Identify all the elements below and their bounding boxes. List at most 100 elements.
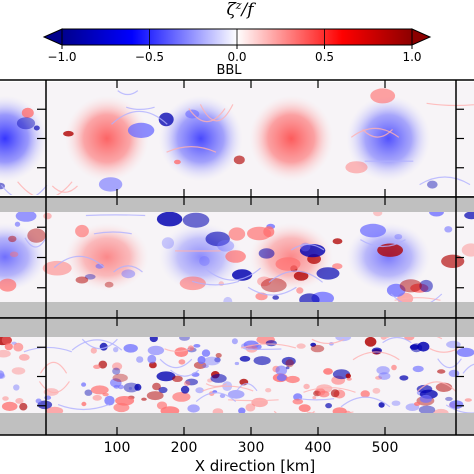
negative-vorticity-eddy [158, 95, 243, 182]
vorticity-filament [265, 388, 272, 393]
streak [445, 404, 474, 413]
vorticity-filament [391, 364, 397, 371]
negative-vorticity-eddy [346, 222, 431, 292]
vorticity-filament [238, 407, 246, 413]
vorticity-filament [281, 356, 296, 366]
vorticity-filament [172, 375, 183, 382]
vorticity-filament [147, 345, 165, 356]
vorticity-filament [419, 394, 433, 403]
vorticity-filament [360, 223, 386, 238]
vorticity-filament [378, 402, 385, 408]
vorticity-filament [8, 235, 17, 243]
vorticity-filament [214, 357, 221, 363]
land-mask [0, 318, 474, 337]
vorticity-filament [117, 384, 124, 390]
streak [350, 127, 400, 138]
streak [164, 348, 191, 352]
vorticity-filament [464, 398, 472, 402]
colorbar-extend-high [411, 28, 432, 46]
streak [51, 185, 78, 193]
vorticity-filament [179, 276, 206, 291]
vorticity-filament [128, 386, 132, 390]
vorticity-filament [285, 359, 294, 368]
vorticity-filament [187, 345, 194, 352]
vorticity-filament [391, 400, 401, 406]
vorticity-filament [345, 161, 368, 174]
streak [306, 411, 354, 413]
vorticity-filament [437, 369, 446, 374]
vorticity-filament [187, 404, 200, 413]
vorticity-filament [27, 228, 46, 243]
vorticity-filament [376, 366, 390, 375]
streak [390, 293, 443, 302]
vorticity-filament [245, 403, 256, 412]
vorticity-filament [203, 356, 221, 366]
streak [417, 381, 457, 392]
streak [57, 404, 110, 411]
vorticity-filament [136, 356, 144, 363]
vorticity-filament [217, 240, 235, 252]
vorticity-filament [21, 107, 34, 118]
vorticity-filament [285, 375, 300, 384]
vorticity-filament [134, 383, 142, 391]
positive-vorticity-eddy [64, 222, 149, 292]
vorticity-filament [141, 397, 147, 401]
vorticity-filament [210, 373, 227, 383]
streak [85, 214, 146, 217]
vorticity-filament [84, 389, 93, 396]
vorticity-filament [197, 356, 206, 364]
vorticity-filament [272, 295, 280, 300]
vorticity-filament [276, 374, 287, 382]
vorticity-filament [18, 354, 30, 361]
colorbar: ζz/f −1.0 −0.5 0.0 0.5 1.0 [42, 0, 432, 64]
vorticity-filament [386, 283, 406, 297]
vorticity-filament [299, 293, 320, 302]
streak [240, 343, 297, 349]
negative-vorticity-eddy [0, 222, 47, 292]
vorticity-filament [0, 278, 17, 292]
vorticity-filament [84, 274, 96, 280]
vorticity-filament [43, 212, 52, 220]
heatmap-panel: BBL [0, 63, 474, 198]
vorticity-filament [310, 342, 317, 347]
vorticity-filament [199, 256, 210, 266]
vorticity-filament [445, 396, 453, 401]
vorticity-filament [332, 407, 347, 413]
x-tick-label: 300 [238, 440, 265, 456]
vorticity-filament [1, 401, 18, 411]
vorticity-filament [258, 248, 275, 259]
vorticity-filament [231, 338, 238, 345]
vorticity-filament [298, 404, 311, 412]
x-axis-label: X direction [km] [195, 457, 316, 474]
vorticity-filament [433, 408, 449, 413]
vorticity-filament [419, 279, 433, 293]
vorticity-filament [332, 263, 343, 270]
vorticity-filament [33, 125, 40, 131]
vorticity-filament [11, 367, 26, 375]
colorbar-tick-label: −0.5 [135, 50, 164, 64]
vorticity-filament [0, 370, 5, 379]
panel-title: BBL [216, 63, 242, 78]
streak [111, 110, 168, 125]
vorticity-filament [312, 396, 317, 400]
vorticity-filament [104, 281, 114, 288]
vorticity-filament [253, 356, 271, 366]
vorticity-filament [0, 337, 12, 346]
vorticity-filament [414, 401, 421, 406]
streak [228, 399, 279, 402]
vorticity-filament [146, 391, 164, 401]
vorticity-filament [234, 361, 240, 366]
vorticity-filament [110, 378, 122, 388]
colorbar-tick-label: 0.5 [315, 50, 334, 64]
vorticity-filament [63, 130, 74, 137]
streak [39, 361, 68, 374]
vorticity-filament [75, 224, 89, 238]
vorticity-filament [332, 238, 343, 245]
vorticity-filament [275, 365, 288, 376]
vorticity-filament [232, 269, 253, 281]
vorticity-filament [178, 359, 186, 365]
streak [93, 231, 132, 235]
vorticity-filament [37, 400, 53, 410]
colorbar-label: ζz/f [226, 0, 256, 20]
vorticity-filament [180, 385, 190, 394]
